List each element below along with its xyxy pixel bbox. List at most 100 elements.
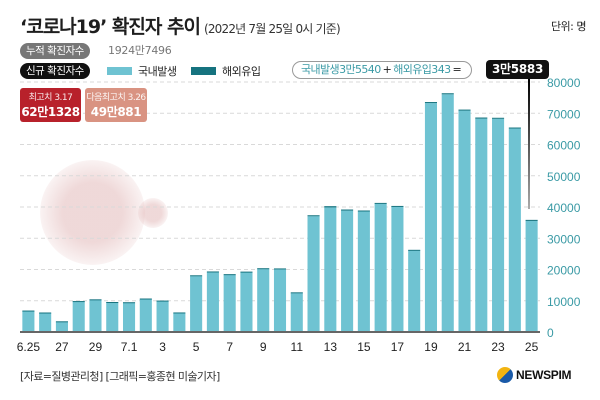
- bar-overseas: [525, 219, 538, 221]
- bar-overseas: [357, 210, 370, 212]
- x-tick-label: 25: [525, 340, 539, 354]
- bar-domestic: [458, 110, 471, 332]
- bar-overseas: [72, 301, 85, 303]
- x-tick-label: 11: [291, 340, 304, 354]
- y-axis-ticks: 0 10000 20000 30000 40000 50000 60000 70000 8000…: [547, 76, 581, 340]
- x-tick-label: 3: [159, 340, 166, 354]
- bar-overseas: [190, 275, 203, 277]
- peak-value: 49만881: [90, 105, 142, 119]
- bar-overseas: [89, 299, 102, 301]
- bar-domestic: [508, 128, 521, 332]
- bar-overseas: [492, 117, 505, 119]
- bar-overseas: [206, 271, 219, 273]
- bar-overseas: [408, 249, 421, 251]
- unit-label: 단위: 명: [550, 20, 587, 33]
- bar-overseas: [273, 268, 287, 270]
- x-tick-label: 21: [458, 340, 472, 354]
- bar-overseas: [324, 206, 337, 208]
- bar-domestic: [257, 269, 270, 332]
- bar-overseas: [156, 300, 169, 302]
- bar-domestic: [525, 220, 538, 332]
- chart-title: ‘코로나19’ 확진자 추이: [20, 16, 201, 38]
- bar-domestic: [206, 272, 219, 332]
- bar-overseas: [39, 312, 52, 314]
- bar-domestic: [475, 118, 488, 333]
- bar-domestic: [391, 206, 404, 332]
- bar-domestic: [156, 301, 169, 332]
- x-axis-ticks: 6.25 27 29 7.1 3 5 7 9 11 13 15 17 19 21 23 25: [17, 340, 539, 354]
- x-tick-label: 29: [89, 340, 103, 354]
- formula-plus: +: [382, 63, 392, 76]
- bar-domestic: [240, 272, 253, 332]
- legend-swatch-overseas: [191, 67, 216, 75]
- bar-domestic: [441, 94, 454, 332]
- y-tick-label: 0: [547, 326, 554, 340]
- x-tick-label: 27: [55, 340, 69, 354]
- y-tick-label: 20000: [547, 264, 581, 278]
- bar-domestic: [22, 310, 35, 332]
- virus-illustration-large: [40, 160, 145, 265]
- cumulative-label: 누적 확진자수: [20, 43, 90, 59]
- y-tick-label: 10000: [547, 295, 581, 309]
- bar-overseas: [139, 298, 152, 300]
- bar-domestic: [290, 293, 303, 332]
- y-tick-label: 70000: [547, 107, 581, 121]
- y-tick-label: 60000: [547, 139, 581, 153]
- bar-domestic: [341, 210, 354, 332]
- bar-overseas: [173, 312, 186, 314]
- newspim-logo: NEWSPIM: [497, 367, 572, 383]
- bar-overseas: [374, 202, 387, 204]
- bar-domestic: [122, 302, 136, 332]
- formula-total: 3만5883: [486, 60, 549, 79]
- bar-domestic: [139, 299, 152, 332]
- bar-domestic: [374, 203, 387, 332]
- bar-overseas: [391, 205, 404, 207]
- bar-overseas: [441, 93, 454, 95]
- bar-overseas: [475, 117, 488, 119]
- bar-domestic: [408, 250, 421, 332]
- bar-overseas: [122, 302, 136, 304]
- bar-domestic: [190, 276, 203, 332]
- bar-domestic: [89, 299, 102, 332]
- y-tick-label: 30000: [547, 232, 581, 246]
- x-tick-label: 19: [424, 340, 438, 354]
- bar-domestic: [492, 118, 505, 332]
- peak-label: 최고치 3.17: [28, 93, 73, 103]
- x-tick-label: 6.25: [17, 340, 41, 354]
- x-tick-label: 17: [391, 340, 405, 354]
- peak-badge-second: 다음최고치 3.26 49만881: [85, 88, 147, 122]
- bar-overseas: [341, 209, 354, 211]
- formula-overseas: 해외유입343: [393, 63, 451, 76]
- bar-domestic: [307, 216, 320, 332]
- formula-box: 국내발생3만5540 + 해외유입343 =: [292, 61, 473, 79]
- x-tick-label: 15: [357, 340, 371, 354]
- bar-domestic: [273, 269, 287, 332]
- chart-subtitle: (2022년 7월 25일 0시 기준): [203, 22, 341, 36]
- bar-overseas: [106, 302, 119, 304]
- bar-overseas: [240, 271, 253, 273]
- peak-label: 다음최고치 3.26: [86, 93, 146, 103]
- bar-overseas: [257, 268, 270, 270]
- bar-domestic: [173, 313, 186, 332]
- callout-line: [528, 79, 530, 209]
- legend-swatch-domestic: [107, 67, 132, 75]
- y-tick-label: 40000: [547, 201, 581, 215]
- formula-domestic: 국내발생3만5540: [301, 63, 381, 76]
- legend-item-overseas: 해외유입: [191, 63, 261, 79]
- peak-value: 62만1328: [21, 105, 80, 119]
- bar-domestic: [39, 312, 52, 332]
- bar-domestic: [223, 274, 236, 332]
- x-tick-label: 23: [491, 340, 505, 354]
- bar-domestic: [106, 302, 119, 332]
- bar-overseas: [307, 215, 320, 217]
- new-cases-label: 신규 확진자수: [20, 63, 90, 79]
- x-tick-label: 5: [193, 340, 200, 354]
- virus-illustration-small: [138, 198, 168, 228]
- source-credit: [자료=질병관리청] [그래픽=홍종현 미술기자]: [20, 370, 220, 383]
- bars: [22, 93, 538, 333]
- x-tick-label: 7: [226, 340, 233, 354]
- bar-overseas: [508, 127, 521, 129]
- legend-label-overseas: 해외유입: [222, 65, 261, 78]
- newspim-logo-text: NEWSPIM: [516, 368, 572, 382]
